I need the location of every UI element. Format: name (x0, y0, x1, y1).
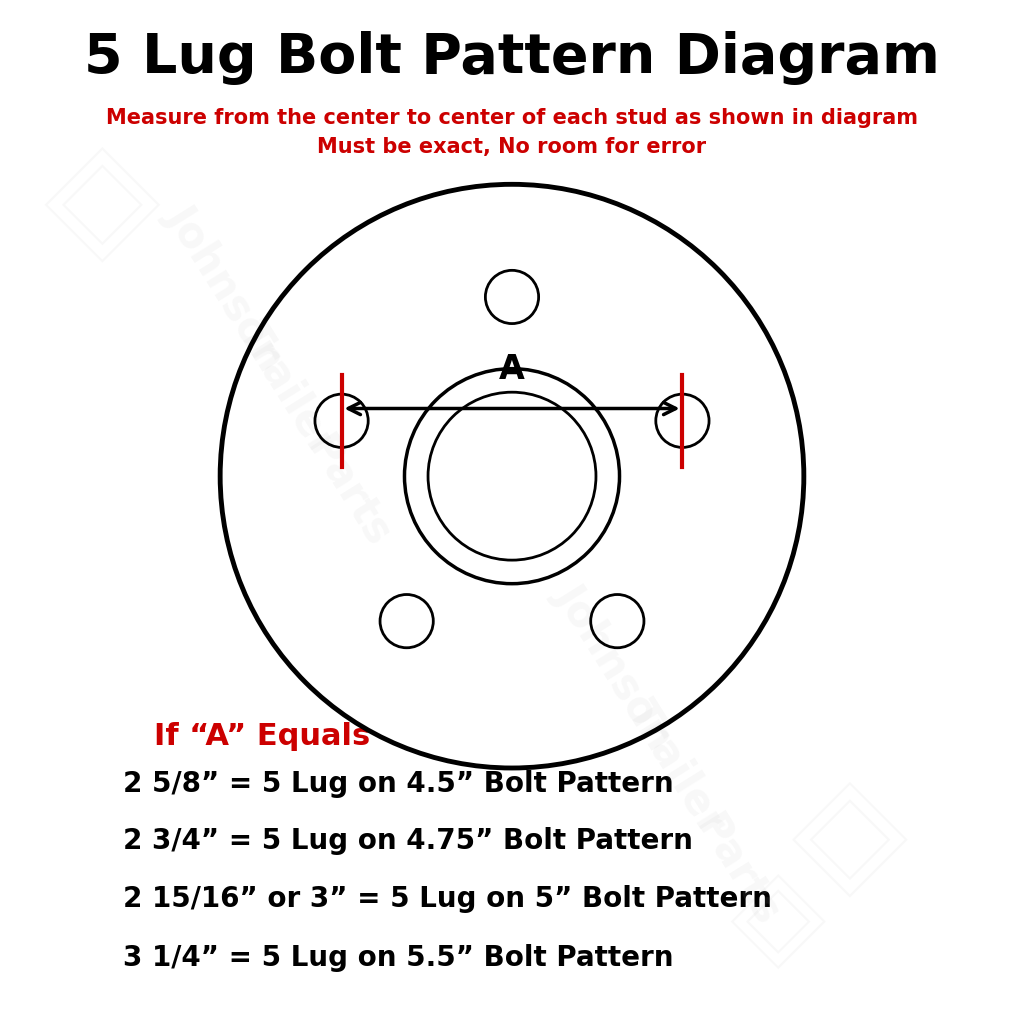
Text: 2 15/16” or 3” = 5 Lug on 5” Bolt Pattern: 2 15/16” or 3” = 5 Lug on 5” Bolt Patter… (123, 885, 772, 912)
Text: 2 5/8” = 5 Lug on 4.5” Bolt Pattern: 2 5/8” = 5 Lug on 4.5” Bolt Pattern (123, 770, 674, 798)
Text: If “A” Equals: If “A” Equals (154, 722, 370, 751)
Text: Trailer: Trailer (618, 693, 733, 843)
Text: 2 3/4” = 5 Lug on 4.75” Bolt Pattern: 2 3/4” = 5 Lug on 4.75” Bolt Pattern (123, 827, 693, 855)
Text: 3 1/4” = 5 Lug on 5.5” Bolt Pattern: 3 1/4” = 5 Lug on 5.5” Bolt Pattern (123, 944, 674, 972)
Text: Measure from the center to center of each stud as shown in diagram: Measure from the center to center of eac… (106, 108, 918, 128)
Text: Johnson: Johnson (547, 575, 682, 756)
Text: Parts: Parts (298, 428, 398, 555)
Text: A: A (499, 353, 525, 386)
Text: Trailer: Trailer (229, 314, 344, 464)
Text: Must be exact, No room for error: Must be exact, No room for error (317, 137, 707, 158)
Text: 5 Lug Bolt Pattern Diagram: 5 Lug Bolt Pattern Diagram (84, 31, 940, 85)
Text: Johnson: Johnson (158, 197, 293, 377)
Text: Parts: Parts (687, 807, 787, 934)
